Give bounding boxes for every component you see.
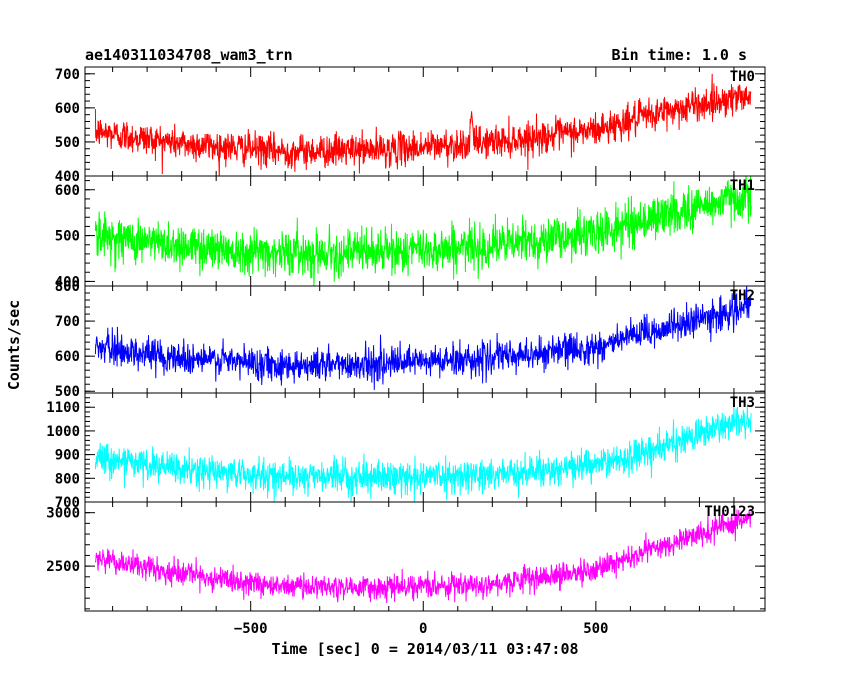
- panel-frame-th0123: [84, 501, 766, 612]
- y-tick-label: 500: [55, 229, 80, 245]
- series-th1: [94, 176, 752, 286]
- series-th2: [94, 286, 752, 390]
- y-tick-label: 500: [55, 135, 80, 151]
- y-tick-label: 800: [55, 471, 80, 487]
- series-th0: [94, 73, 752, 176]
- y-tick-label: 600: [55, 183, 80, 199]
- x-tick-label: −500: [234, 621, 268, 637]
- panel-label-th0123: TH0123: [704, 504, 755, 520]
- panel-frame-th2: [84, 285, 766, 394]
- bin-time-label: Bin time: 1.0 s: [612, 46, 747, 64]
- x-tick-label: 0: [419, 621, 427, 637]
- y-tick-label: 1000: [46, 424, 80, 440]
- series-th0123: [94, 509, 752, 604]
- panels-group: 400 500 600 700 TH0 400 500 600 TH1 500 600 700 800 T…: [46, 66, 766, 637]
- y-tick-label: 2500: [46, 559, 80, 575]
- y-tick-label: 700: [55, 495, 80, 511]
- panel-label-th3: TH3: [730, 395, 755, 411]
- y-tick-label: 600: [55, 101, 80, 117]
- y-tick-label: 600: [55, 349, 80, 365]
- series-th3: [94, 405, 752, 502]
- panel-label-th0: TH0: [730, 69, 755, 85]
- y-tick-label: 900: [55, 448, 80, 464]
- panel-frame-th0: [84, 66, 766, 177]
- y-tick-label: 400: [55, 274, 80, 290]
- panel-label-th1: TH1: [730, 178, 755, 194]
- y-tick-label: 400: [55, 169, 80, 185]
- x-axis-label: Time [sec] 0 = 2014/03/11 03:47:08: [271, 640, 578, 658]
- y-tick-label: 700: [55, 314, 80, 330]
- y-tick-label: 700: [55, 67, 80, 83]
- y-tick-label: 3000: [46, 506, 80, 522]
- y-tick-label: 500: [55, 384, 80, 400]
- panel-label-th2: TH2: [730, 288, 755, 304]
- chart-title: ae140311034708_wam3_trn: [85, 46, 293, 64]
- y-tick-label: 1100: [46, 400, 80, 416]
- y-tick-label: 800: [55, 279, 80, 295]
- y-axis-label: Counts/sec: [5, 300, 23, 390]
- x-tick-label: 500: [583, 621, 608, 637]
